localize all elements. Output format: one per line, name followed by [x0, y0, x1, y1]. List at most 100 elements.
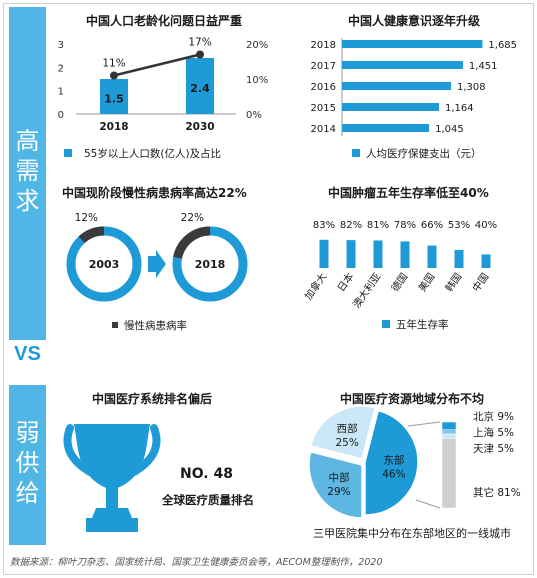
- aging-chart: 0 1 2 3 0% 10% 20% 1.5 2018 2.4 2030 11% 17% 55岁以上人口数…: [58, 37, 269, 161]
- x-tick-label: 2030: [185, 121, 214, 133]
- legend-swatch: [382, 320, 390, 328]
- bar-value-label: 2.4: [190, 82, 210, 95]
- bar-value-label: 82%: [340, 220, 362, 231]
- weak-supply-sidebar: 弱 供 给: [9, 385, 46, 545]
- y-left-tick-label: 3: [58, 40, 64, 51]
- ranking-title: 中国医疗系统排名偏后: [92, 392, 213, 406]
- breakdown-segment: [441, 438, 457, 509]
- connector-line: [407, 421, 441, 427]
- legend-swatch: [112, 322, 118, 328]
- pie-slice-name: 西部: [337, 422, 358, 435]
- tumor-chart: 83% 加拿大 82% 日本 81% 澳大利亚 78% 德国 66% 美国 53% 韩国 40% 中国五年…: [302, 220, 498, 331]
- pie-slice: [309, 405, 377, 460]
- y-tick-label: 2014: [311, 124, 336, 135]
- x-tick-label: 韩国: [442, 270, 464, 294]
- x-tick-label: 加拿大: [302, 270, 330, 302]
- bar-value-label: 53%: [448, 220, 470, 231]
- bar-value-label: 83%: [313, 220, 335, 231]
- rank-subtitle: 全球医疗质量排名: [162, 493, 254, 507]
- bar: [342, 82, 451, 90]
- breakdown-label: 北京 9%: [473, 410, 514, 423]
- pie-slice: [364, 409, 419, 516]
- x-tick-label: 中国: [469, 270, 491, 294]
- region-chart: 东部 46% 中部 29% 西部 25% 北京 9% 上海 5% 天津 5% 其它 81% 三甲医院…: [308, 405, 521, 540]
- y-left-tick-label: 0: [58, 110, 64, 121]
- pie-slice-name: 中部: [328, 471, 349, 484]
- y-tick-label: 2018: [311, 40, 336, 51]
- pie-slice-name: 东部: [383, 454, 404, 467]
- y-right-tick-label: 0%: [246, 110, 262, 121]
- x-tick-label: 美国: [415, 270, 437, 294]
- donut-center-label: 2003: [89, 258, 120, 271]
- donut-value-label: 12%: [75, 212, 98, 224]
- breakdown-label: 上海 5%: [473, 426, 514, 439]
- breakdown-segment: [441, 433, 457, 439]
- high-demand-sidebar: 高 需 求: [9, 7, 46, 340]
- y-left-tick-label: 2: [58, 63, 64, 74]
- bar-value-label: 1,308: [457, 82, 486, 93]
- y-left-tick-label: 1: [58, 87, 64, 98]
- ratio-line: [113, 53, 201, 77]
- y-right-tick-label: 20%: [246, 40, 268, 51]
- legend-label: 55岁以上人口数(亿人)及占比: [84, 147, 221, 160]
- sidebar-char: 弱: [15, 419, 40, 447]
- chronic-chart: 2003 12% 2018 22% 慢性病患病率: [66, 212, 248, 332]
- bar: [400, 241, 410, 268]
- donut-ring: [172, 226, 248, 302]
- bar: [342, 103, 439, 111]
- rank-value: NO. 48: [180, 466, 233, 482]
- connector-line: [415, 499, 441, 509]
- bar-value-label: 1,164: [445, 103, 474, 114]
- breakdown-label: 天津 5%: [473, 443, 514, 455]
- footnote: 数据来源：柳叶刀杂志、国家统计局、国家卫生健康委员会等，AECOM整理制作，20…: [10, 557, 383, 568]
- region-chart-title: 中国医疗资源地域分布不均: [340, 392, 485, 406]
- bar-value-label: 1,451: [469, 61, 498, 72]
- breakdown-segment: [441, 429, 457, 435]
- x-tick-label: 2018: [99, 121, 128, 133]
- donut-value-label: 22%: [181, 212, 204, 224]
- bar-value-label: 1,045: [435, 124, 464, 135]
- infographic-frame: [3, 3, 534, 575]
- y-tick-label: 2016: [311, 82, 336, 93]
- x-tick-label: 日本: [334, 270, 356, 294]
- x-tick-label: 澳大利亚: [350, 270, 384, 310]
- legend-label: 慢性病患病率: [124, 319, 187, 332]
- sidebar-char: 高: [15, 127, 40, 155]
- bar: [346, 240, 356, 268]
- line-value-label: 17%: [188, 37, 211, 49]
- breakdown-label: 其它 81%: [473, 486, 521, 499]
- health-chart: 2018 1,685 2017 1,451 2016 1,308 2015 1,164 2014…: [311, 38, 517, 160]
- donut-segment: [66, 226, 142, 302]
- bar: [319, 239, 329, 268]
- pie-slice-value: 25%: [335, 437, 358, 449]
- vs-label: VS: [14, 343, 41, 365]
- bar: [481, 254, 491, 268]
- pie-slice-value: 46%: [382, 469, 405, 481]
- health-chart-title: 中国人健康意识逐年升级: [348, 14, 481, 28]
- bar-value-label: 66%: [421, 220, 443, 231]
- bar: [373, 240, 383, 268]
- bar-value-label: 40%: [475, 220, 497, 231]
- line-point: [196, 50, 204, 59]
- arrow-right-icon: [148, 250, 166, 278]
- bar: [342, 124, 430, 132]
- donut-center-label: 2018: [195, 258, 226, 271]
- tumor-chart-title: 中国肿瘤五年生存率低至40%: [328, 186, 489, 200]
- pie-slice-value: 29%: [327, 486, 350, 498]
- trophy-icon: [63, 424, 161, 532]
- bar: [100, 79, 128, 114]
- bar: [454, 249, 464, 268]
- bar-value-label: 81%: [367, 220, 389, 231]
- bar: [342, 40, 483, 48]
- chronic-chart-title: 中国现阶段慢性病患病率高达22%: [62, 186, 247, 200]
- sidebar-char: 供: [15, 449, 40, 477]
- legend-swatch: [352, 149, 360, 157]
- breakdown-segment: [441, 421, 457, 430]
- legend-label: 人均医疗保健支出（元）: [366, 147, 482, 160]
- sidebar-char: 需: [15, 157, 40, 185]
- legend-label: 五年生存率: [396, 318, 449, 331]
- bar-value-label: 1.5: [104, 93, 124, 106]
- y-right-tick-label: 10%: [246, 75, 268, 86]
- sidebar-char: 求: [15, 187, 40, 215]
- bar-value-label: 1,685: [488, 40, 517, 51]
